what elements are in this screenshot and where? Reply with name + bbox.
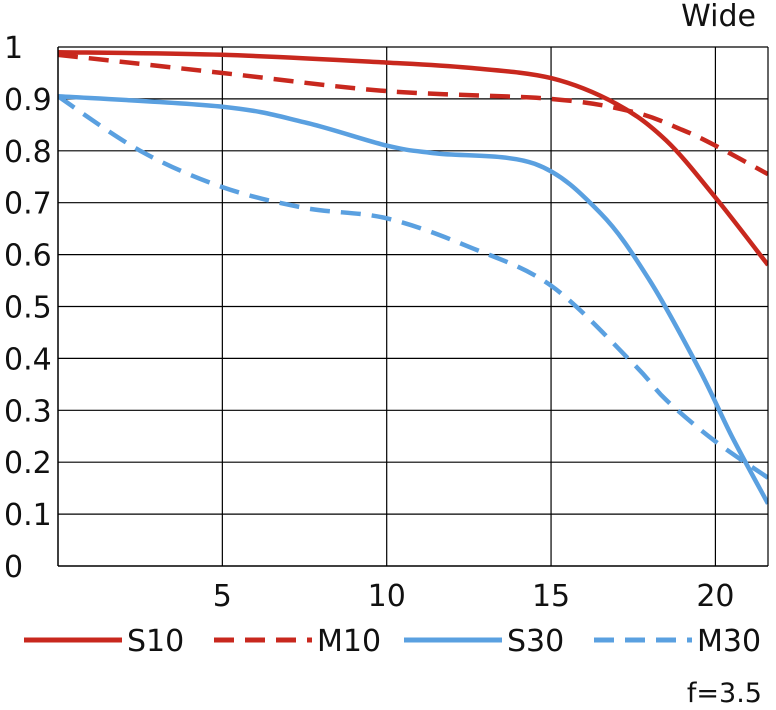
legend-label-m10: M10	[317, 624, 381, 659]
y-tick-label: 0.3	[4, 394, 52, 429]
y-tick-label: 0.2	[4, 446, 52, 481]
series-line-m30	[58, 94, 768, 480]
aperture-annotation: f=3.5	[687, 678, 762, 709]
series-line-m10	[58, 52, 768, 177]
x-tick-label: 5	[213, 579, 232, 614]
series-line-s30	[58, 94, 768, 505]
y-tick-label: 0.8	[4, 135, 52, 170]
y-tick-label: 0.9	[4, 83, 52, 118]
y-tick-label: 1	[4, 31, 23, 66]
x-tick-labels: 5 10 15 20	[213, 579, 735, 614]
x-tick-label: 20	[696, 579, 734, 614]
y-tick-label: 0	[4, 550, 23, 585]
series-layer	[58, 49, 768, 505]
legend-label-s30: S30	[507, 624, 564, 659]
grid	[58, 46, 768, 566]
series-line-s10	[58, 49, 768, 267]
y-tick-label: 0.1	[4, 498, 52, 533]
y-tick-labels: 0 0.1 0.2 0.3 0.4 0.5 0.6 0.7 0.8 0.9 1	[4, 31, 52, 585]
legend: S10 M10 S30 M30	[24, 624, 761, 659]
y-tick-label: 0.5	[4, 291, 52, 326]
y-tick-label: 0.6	[4, 239, 52, 274]
x-tick-label: 10	[368, 579, 406, 614]
y-tick-label: 0.4	[4, 342, 52, 377]
chart-title: Wide	[681, 0, 756, 34]
legend-label-m30: M30	[697, 624, 761, 659]
x-tick-label: 15	[532, 579, 570, 614]
y-tick-label: 0.7	[4, 187, 52, 222]
axes	[57, 47, 769, 567]
legend-label-s10: S10	[127, 624, 184, 659]
